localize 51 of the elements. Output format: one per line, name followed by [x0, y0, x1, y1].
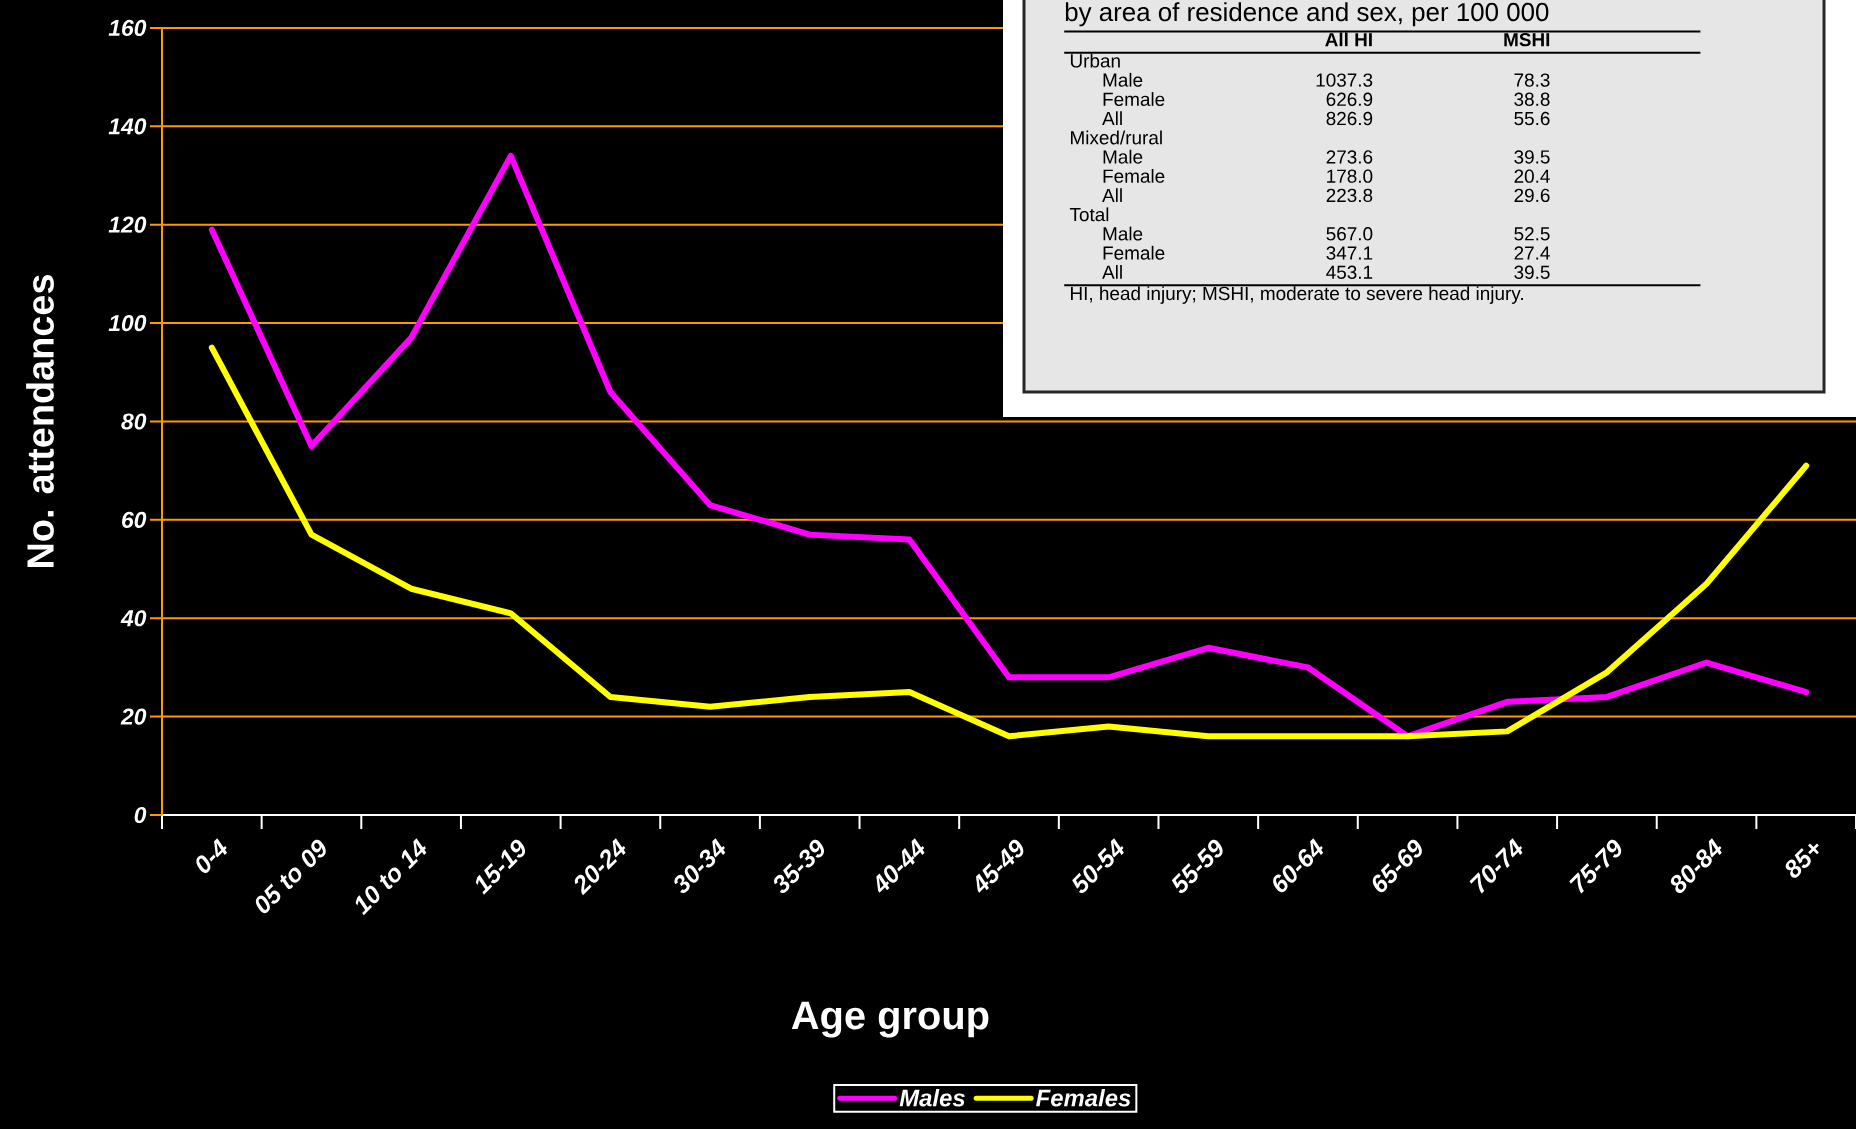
annotation: 1037.3 [1316, 73, 1373, 87]
x-axis-title: Age group [791, 1001, 989, 1038]
annotation: All [1102, 111, 1122, 126]
y-tick-label: 160 [108, 19, 147, 37]
y-tick-label: 0 [134, 806, 147, 824]
x-tick-label: 0-4 [196, 838, 228, 874]
legend-label: Females [1036, 1088, 1131, 1107]
y-tick-label: 60 [122, 511, 147, 528]
x-tick-label: 05 to 09 [255, 839, 326, 914]
annotation: 273.6 [1326, 150, 1373, 164]
annotation: Male [1103, 72, 1143, 87]
annotation: 39.5 [1514, 150, 1550, 164]
annotation: 567.0 [1326, 227, 1373, 241]
y-axis-title: No. attendances [26, 275, 54, 567]
y-tick-label: 20 [120, 708, 147, 725]
text: by area of residence and sex, per 100 000 [1065, 2, 1549, 27]
annotation: 178.0 [1327, 169, 1373, 183]
annotation: Total [1069, 207, 1109, 222]
annotation: 27.4 [1514, 246, 1550, 260]
y-tick-label: 120 [108, 216, 147, 233]
annotation: 38.8 [1514, 92, 1550, 107]
annotation: 347.1 [1326, 246, 1373, 260]
annotation: Mixed/rural [1071, 130, 1162, 145]
x-tick-label: 85+ [1785, 843, 1819, 878]
annotation: 29.6 [1514, 188, 1550, 203]
y-tick-label: 100 [108, 315, 147, 332]
x-tick-label: 10 to 14 [355, 838, 427, 916]
annotation: 55.6 [1514, 111, 1550, 126]
annotation: All HI [1325, 32, 1372, 47]
annotation: 78.3 [1514, 73, 1550, 87]
y-tick-label: 80 [121, 413, 147, 430]
legend-label: Males [899, 1088, 965, 1107]
annotation: Female [1103, 92, 1165, 107]
y-tick-label: 140 [108, 118, 147, 135]
y-tick-label: 40 [120, 610, 147, 627]
annotation: 223.8 [1326, 188, 1373, 203]
annotation: HI, head injury; MSHI, moderate to severe head injury. [1071, 286, 1523, 304]
annotation: 453.1 [1326, 265, 1373, 279]
annotation: All [1102, 265, 1122, 279]
annotation: Female [1103, 245, 1165, 260]
annotation: Male [1103, 226, 1143, 241]
annotation: 626.9 [1326, 92, 1373, 107]
annotation: Urban [1070, 53, 1120, 68]
annotation: All [1102, 188, 1122, 202]
annotation: Male [1103, 149, 1143, 164]
annotation: 39.5 [1514, 265, 1550, 279]
annotation: 52.5 [1514, 227, 1550, 241]
annotation: MSHI [1504, 32, 1550, 47]
annotation: 20.4 [1514, 169, 1550, 183]
annotation: 826.9 [1326, 111, 1373, 126]
annotation: Female [1103, 168, 1165, 183]
